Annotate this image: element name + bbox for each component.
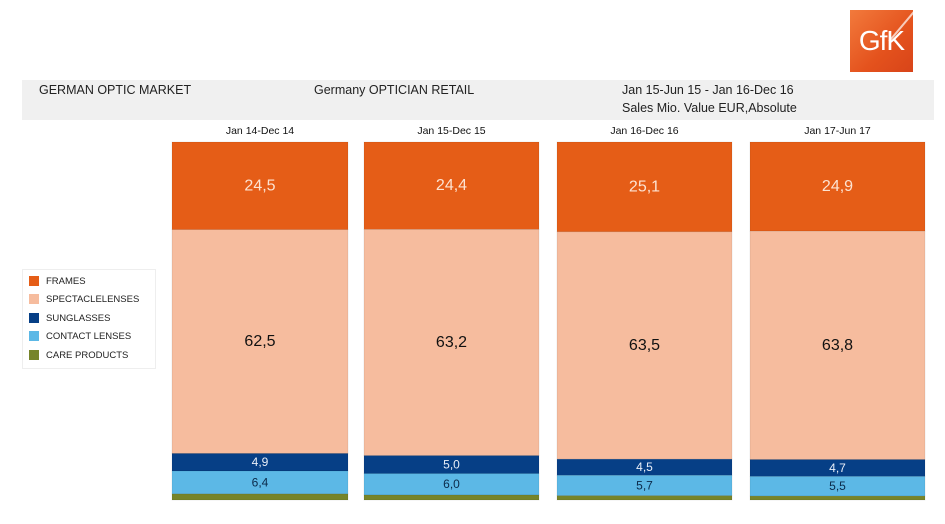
legend-swatch [29,294,39,304]
data-label: 5,0 [443,458,460,472]
bar-segment-care-products [556,495,733,501]
data-label: 4,5 [636,460,653,474]
bar-segment-care-products [363,494,540,501]
data-label: 25,1 [629,178,660,195]
data-label: 63,8 [822,337,853,354]
column-label: Jan 17-Jun 17 [804,125,871,137]
data-label: 62,5 [244,333,275,350]
column-label: Jan 14-Dec 14 [225,125,295,137]
data-label: 24,9 [822,178,853,195]
bar-segment-sunglasses [749,459,926,477]
data-label: 6,4 [252,475,269,489]
legend-label: SPECTACLELENSES [46,293,140,305]
bar-segment-spectaclelenses [749,230,926,460]
data-label: 63,5 [629,337,660,354]
bar-segment-frames [171,141,349,231]
legend-label: CARE PRODUCTS [46,349,129,361]
bar-segment-care-products [749,495,926,501]
gfk-logo: GfK [850,10,913,72]
legend-label: SUNGLASSES [46,312,111,324]
chart-header: GERMAN OPTIC MARKET Germany OPTICIAN RET… [22,80,934,120]
legend-swatch [29,313,39,323]
bar-segment-spectaclelenses [363,229,540,456]
data-label: 4,7 [829,461,846,475]
legend-item-sunglasses: SUNGLASSES [29,311,110,325]
legend-item-spectaclelenses: SPECTACLELENSES [29,292,139,306]
bar-segment-frames [556,141,733,233]
period-title: Jan 15-Jun 15 - Jan 16-Dec 16 [622,83,794,97]
data-label: 4,9 [252,455,269,469]
bar-segment-frames [749,141,926,232]
bar-segment-spectaclelenses [556,231,733,460]
legend-swatch [29,331,39,341]
bar-segment-frames [363,141,540,230]
market-title: GERMAN OPTIC MARKET [39,83,192,97]
bar-segment-sunglasses [556,458,733,476]
legend-swatch [29,350,39,360]
data-label: 24,5 [244,177,275,194]
legend-swatch [29,276,39,286]
channel-title: Germany OPTICIAN RETAIL [314,83,475,97]
data-label: 24,4 [436,177,467,194]
legend-label: FRAMES [46,275,86,287]
data-label: 6,0 [443,477,460,491]
measure-title: Sales Mio. Value EUR,Absolute [622,101,797,115]
data-label: 5,5 [829,479,846,493]
bar-segment-spectaclelenses [171,229,349,454]
legend: FRAMES SPECTACLELENSES SUNGLASSES CONTAC… [22,269,156,369]
legend-item-frames: FRAMES [29,274,86,288]
column-label: Jan 16-Dec 16 [610,125,679,137]
legend-label: CONTACT LENSES [46,330,132,342]
legend-item-contact-lenses: CONTACT LENSES [29,329,131,343]
data-label: 63,2 [436,334,467,351]
bar-segment-sunglasses [171,453,349,472]
data-label: 5,7 [636,479,653,493]
bar-segment-care-products [171,493,349,501]
legend-item-care-products: CARE PRODUCTS [29,348,128,362]
column-label: Jan 15-Dec 15 [417,125,486,137]
